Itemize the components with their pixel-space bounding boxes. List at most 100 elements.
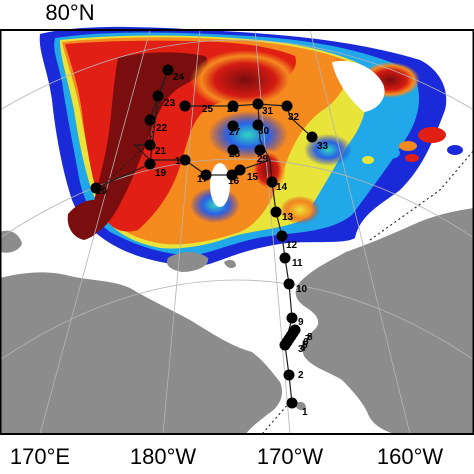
parallel-70n [0,279,474,361]
station-label-31: 31 [262,106,274,117]
station-marker-11 [279,252,291,264]
station-label-28: 28 [229,149,241,160]
station-marker-15 [234,164,246,176]
station-marker-28 [227,144,239,156]
station-label-16: 16 [228,176,240,187]
station-label-25: 25 [202,104,214,115]
ice-floe-east-6 [362,156,374,164]
label-80n: 80°N [45,0,94,25]
station-marker-14 [266,176,278,188]
station-marker-26 [227,100,239,112]
stations: 1234567891011121314151617181920212223242… [90,64,329,418]
ice-floe-east-3 [380,147,400,159]
station-label-22: 22 [156,123,168,134]
ice-field-darkred [88,52,208,233]
station-label-23: 23 [164,98,176,109]
label-170w: 170°W [257,444,324,469]
station-label-6: 6 [303,337,309,348]
station-marker-16 [226,169,238,181]
ice-floe-east-1 [418,127,446,143]
station-label-29: 29 [257,154,269,165]
station-label-10: 10 [296,284,308,295]
chukotka-landmass [0,272,283,434]
meridian-170e [39,29,151,435]
open-water-pocket-2 [210,163,230,207]
ice-floe-east-4 [405,154,419,162]
station-label-5: 5 [302,340,308,351]
station-marker-29 [254,144,266,156]
open-water-pocket-3 [0,88,40,111]
station-label-2: 2 [298,370,304,381]
station-marker-25 [179,100,191,112]
station-label-19: 19 [155,168,167,179]
station-marker-19 [144,158,156,170]
ice-patch-blue-1 [208,111,288,159]
boundary-line-east [369,149,474,241]
meridian-180 [162,29,201,435]
station-marker-13 [270,206,282,218]
station-label-11: 11 [292,258,303,269]
station-label-27: 27 [229,127,241,138]
station-marker-1 [286,397,298,409]
ice-patch-blue-3 [304,134,352,166]
station-label-12: 12 [286,240,298,251]
station-marker-18 [179,154,191,166]
boundary-line-south [261,401,291,435]
station-marker-22 [144,114,156,126]
station-label-14: 14 [276,182,288,193]
station-marker-32 [281,100,293,112]
station-marker-21 [144,139,156,151]
station-label-8: 8 [307,332,313,343]
label-160w: 160°W [377,444,444,469]
herald-island [224,259,236,269]
siberian-coast-west [0,230,22,253]
station-label-30: 30 [258,126,270,137]
graticule [0,29,474,435]
open-water-pocket-1 [332,60,385,112]
station-marker-27 [227,120,239,132]
station-label-17: 17 [197,174,209,185]
station-label-21: 21 [155,146,167,157]
parallel-80n [0,39,474,111]
diomede-islands [295,401,306,411]
station-label-7: 7 [305,334,311,345]
station-label-18: 18 [175,156,187,167]
ice-concentration-field [0,26,463,266]
station-label-26: 26 [227,104,239,115]
station-marker-8 [289,324,301,336]
station-marker-17 [200,169,212,181]
station-label-13: 13 [282,212,294,223]
ice-patch-red-core [190,50,300,110]
station-label-24: 24 [173,72,185,83]
station-marker-12 [276,230,288,242]
station-marker-24 [162,64,174,76]
station-marker-31 [252,98,264,110]
alaska-landmass [295,208,474,434]
ice-patch-yellow [280,196,320,224]
station-marker-20 [90,182,102,194]
meridian-160w [309,29,411,435]
station-label-33: 33 [317,141,329,152]
ice-field-darkred-west [67,199,109,240]
wrangel-island [166,252,209,272]
station-marker-2 [283,369,295,381]
label-180w: 180°W [130,444,197,469]
station-marker-30 [252,119,264,131]
ice-floe-east-2 [399,141,417,151]
station-label-32: 32 [288,112,300,123]
station-marker-10 [283,278,295,290]
station-marker-33 [306,131,318,143]
station-marker-23 [152,90,164,102]
meridian-170w [254,29,291,435]
ice-floe-east-5 [447,145,463,155]
station-label-4: 4 [300,343,306,354]
land-masses [0,208,474,434]
station-label-1: 1 [302,407,308,418]
label-170e: 170°E [10,444,70,469]
station-label-15: 15 [247,172,259,183]
station-label-9: 9 [298,317,304,328]
parallel-75n [0,158,474,239]
station-label-3: 3 [298,344,304,355]
station-label-20: 20 [96,186,108,197]
